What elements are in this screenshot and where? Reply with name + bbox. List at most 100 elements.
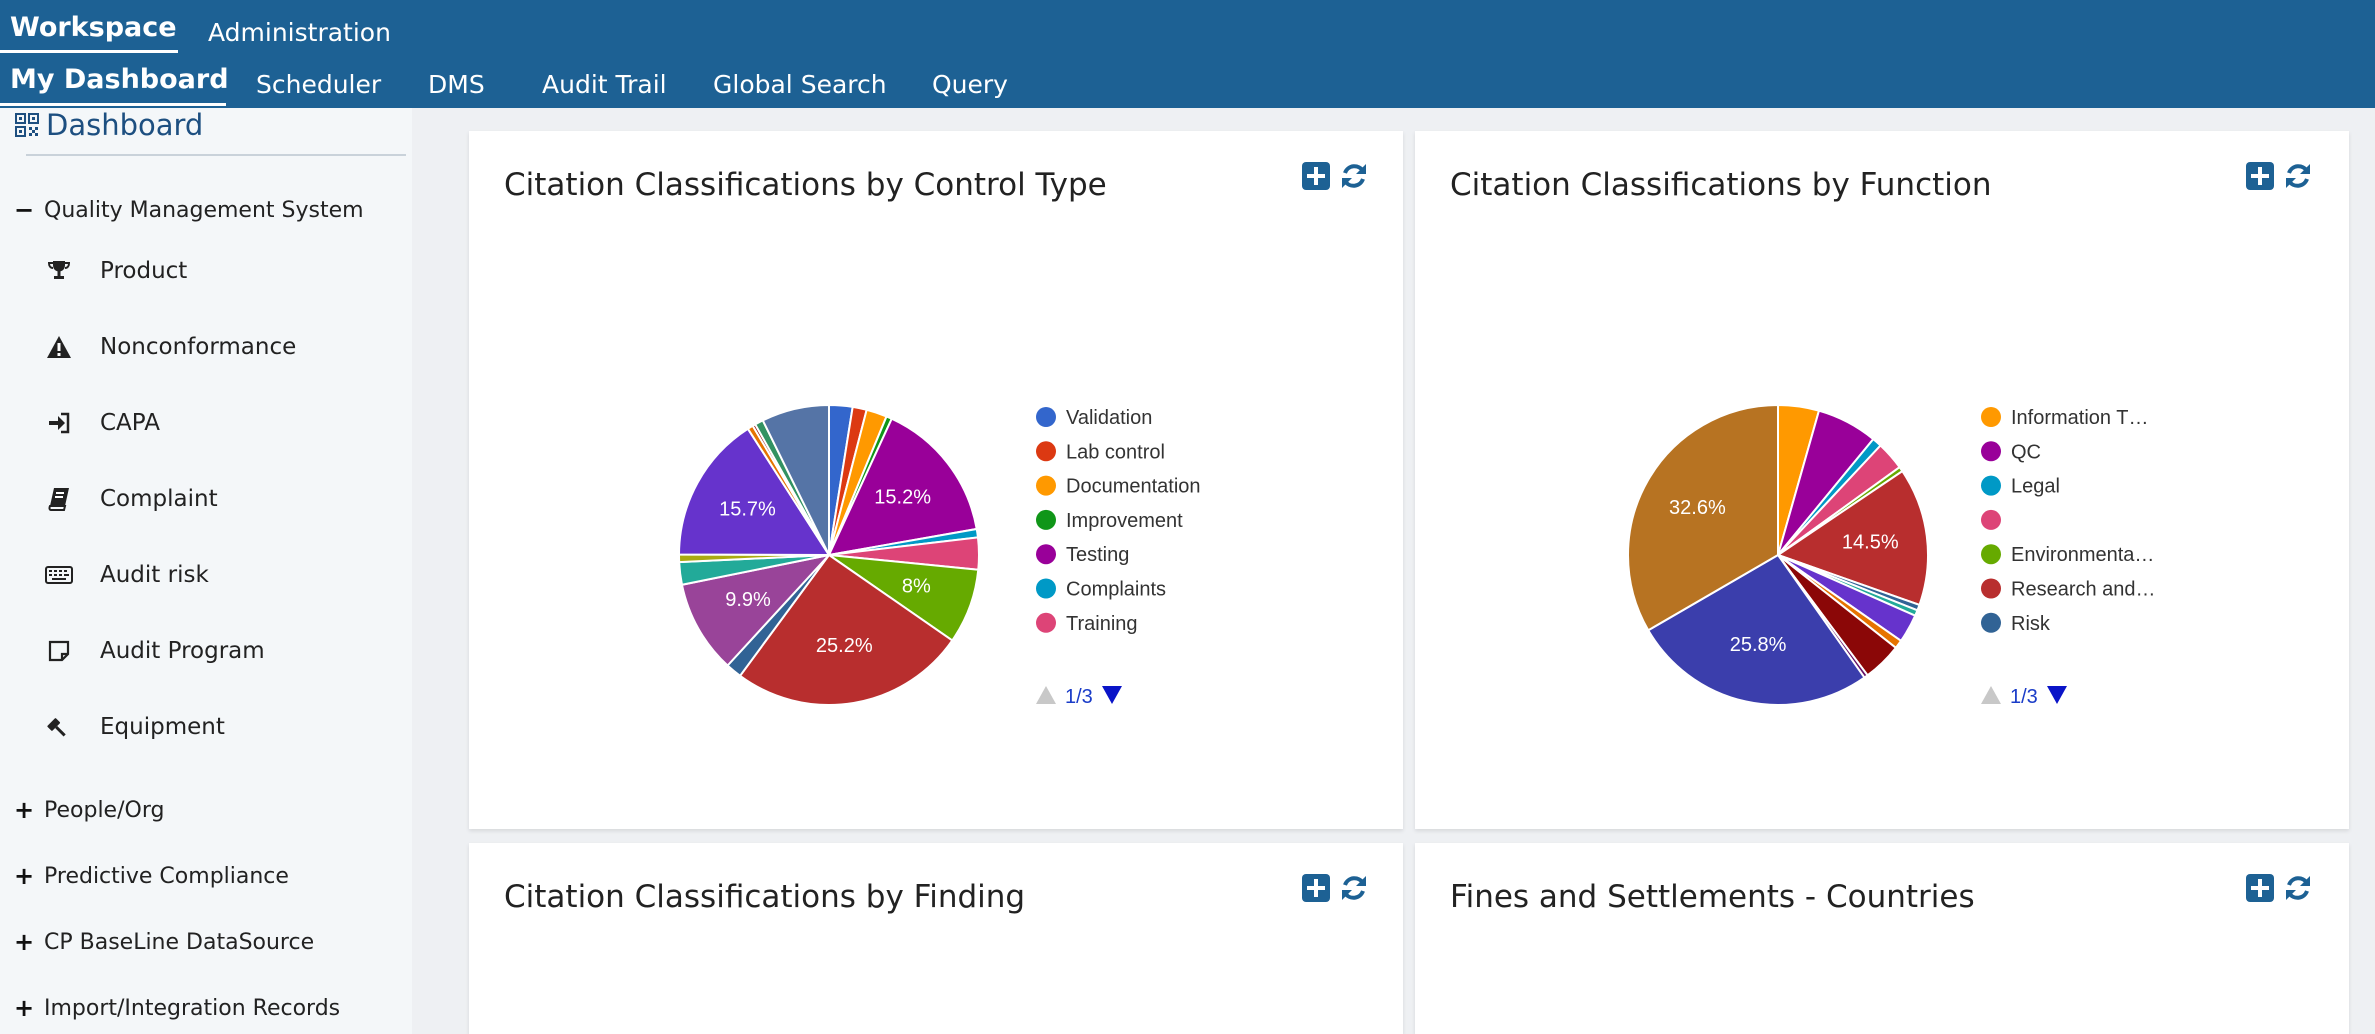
sidebar-item-audit-program[interactable]: Audit Program (44, 638, 265, 664)
sidebar-section-qms[interactable]: − Quality Management System (14, 196, 364, 224)
pie-slice-5 (1775, 469, 1929, 607)
legend-page-indicator: 1/3 (1065, 686, 1093, 708)
legend-page-indicator: 1/3 (2010, 686, 2038, 708)
tab-global-search[interactable]: Global Search (713, 70, 887, 99)
sidebar-dashboard-link[interactable]: Dashboard (14, 108, 203, 142)
pie-slice-8 (738, 553, 954, 706)
pie-chart-control-type: 15.2% 8% 25.2% 9.9% 15.7% Validation Lab contr… (677, 403, 1201, 708)
tab-query[interactable]: Query (932, 70, 1008, 99)
keyboard-icon (44, 562, 74, 588)
legend-swatch (1036, 441, 1056, 462)
tab-dms[interactable]: DMS (428, 70, 485, 99)
slice-label: 15.7% (719, 499, 776, 521)
tab-my-dashboard[interactable]: My Dashboard (10, 64, 229, 95)
sidebar-item-capa[interactable]: CAPA (44, 410, 160, 436)
sidebar-section-predictive-compliance[interactable]: + Predictive Compliance (14, 862, 289, 890)
legend-label: Improvement (1066, 510, 1183, 532)
legend-swatch (1981, 509, 2001, 530)
legend-swatch (1036, 578, 1056, 599)
legend-label: Information T… (2011, 407, 2148, 429)
legend-swatch (1981, 612, 2001, 633)
sidebar-item-equipment[interactable]: Equipment (44, 714, 225, 740)
sidebar-section-cp-baseline[interactable]: + CP BaseLine DataSource (14, 928, 314, 956)
sidebar: Dashboard − Quality Management System Pr… (0, 108, 412, 1034)
refresh-icon[interactable] (2283, 873, 2313, 903)
legend-label: Testing (1066, 544, 1129, 566)
legend-label: Documentation (1066, 476, 1201, 498)
sidebar-dashboard-label: Dashboard (46, 108, 204, 142)
legend-label: QC (2011, 441, 2041, 463)
sidebar-item-label: Product (100, 258, 188, 284)
legend-label: Risk (2011, 613, 2051, 635)
panel-fines-settlements: Fines and Settlements - Countries (1415, 843, 2349, 1034)
legend-label: Training (1066, 613, 1138, 635)
plus-square-icon[interactable] (1301, 873, 1331, 903)
expand-icon: + (14, 862, 35, 890)
panel-actions (2245, 873, 2313, 903)
slice-label: 14.5% (1842, 532, 1899, 554)
expand-icon: + (14, 796, 35, 824)
legend-swatch (1981, 475, 2001, 496)
sidebar-item-label: Audit risk (100, 562, 209, 588)
refresh-icon[interactable] (1339, 873, 1369, 903)
panel-actions (2245, 161, 2313, 191)
refresh-icon[interactable] (1339, 161, 1369, 191)
panel-finding: Citation Classifications by Finding (469, 843, 1403, 1034)
legend-prev-icon (1981, 686, 2001, 704)
sidebar-item-label: Audit Program (100, 638, 265, 664)
tab-audit-trail[interactable]: Audit Trail (542, 70, 667, 99)
slice-label: 15.2% (874, 486, 931, 508)
legend-swatch (1036, 544, 1056, 565)
plus-square-icon[interactable] (2245, 161, 2275, 191)
sidebar-item-complaint[interactable]: Complaint (44, 486, 218, 512)
gavel-icon (44, 714, 74, 740)
sidebar-item-label: Equipment (100, 714, 225, 740)
expand-icon: + (14, 928, 35, 956)
pie-slice-13 (1627, 403, 1779, 632)
slice-label: 9.9% (725, 589, 771, 611)
panel-title: Fines and Settlements - Countries (1450, 879, 1975, 915)
sidebar-section-label: CP BaseLine DataSource (44, 929, 315, 955)
slice-label: 25.2% (816, 635, 873, 657)
pie-slice-12 (1646, 553, 1866, 706)
sidebar-item-audit-risk[interactable]: Audit risk (44, 562, 209, 588)
legend-swatch (1036, 407, 1056, 427)
top-navigation: Workspace Administration My Dashboard Sc… (0, 0, 2375, 108)
pie-slice-10 (680, 553, 832, 667)
sidebar-divider (26, 154, 406, 156)
tab-administration[interactable]: Administration (208, 18, 391, 47)
sign-in-icon (44, 410, 74, 436)
sidebar-section-import-integration[interactable]: + Import/Integration Records (14, 994, 340, 1022)
sidebar-item-label: Nonconformance (100, 334, 297, 360)
pie-chart-function: 14.5% 25.8% 32.6% Information T… QC Legal Envi… (1627, 403, 2156, 708)
tab-scheduler[interactable]: Scheduler (256, 70, 382, 99)
sidebar-section-people-org[interactable]: + People/Org (14, 796, 164, 824)
panel-actions (1301, 161, 1369, 191)
legend-label: Complaints (1066, 579, 1166, 601)
pie-slice-17 (761, 403, 830, 556)
legend-label: Research and… (2011, 579, 2156, 601)
legend-label: Environmenta… (2011, 544, 2154, 566)
panel-function: Citation Classifications by Function 14.… (1415, 131, 2349, 829)
sidebar-section-label: Predictive Compliance (44, 863, 289, 889)
tab-workspace-underline (0, 50, 178, 53)
legend-next-icon (1102, 686, 1122, 704)
refresh-icon[interactable] (2283, 161, 2313, 191)
sidebar-section-label: People/Org (44, 797, 165, 823)
slice-label: 8% (902, 575, 931, 597)
panel-title: Citation Classifications by Finding (504, 879, 1026, 915)
legend-label: Lab control (1066, 441, 1165, 463)
sidebar-item-nonconformance[interactable]: Nonconformance (44, 334, 296, 360)
sidebar-item-product[interactable]: Product (44, 258, 187, 284)
legend-swatch (1981, 441, 2001, 462)
tab-workspace[interactable]: Workspace (10, 12, 177, 43)
legend-swatch (1981, 407, 2001, 427)
legend-swatch (1981, 578, 2001, 599)
pie-slice-13 (677, 427, 831, 557)
plus-square-icon[interactable] (2245, 873, 2275, 903)
expand-icon: + (14, 994, 35, 1022)
plus-square-icon[interactable] (1301, 161, 1331, 191)
sidebar-section-label: Quality Management System (44, 197, 364, 223)
panel-control-type: Citation Classifications by Control Type… (469, 131, 1403, 829)
sidebar-item-label: Complaint (100, 486, 218, 512)
